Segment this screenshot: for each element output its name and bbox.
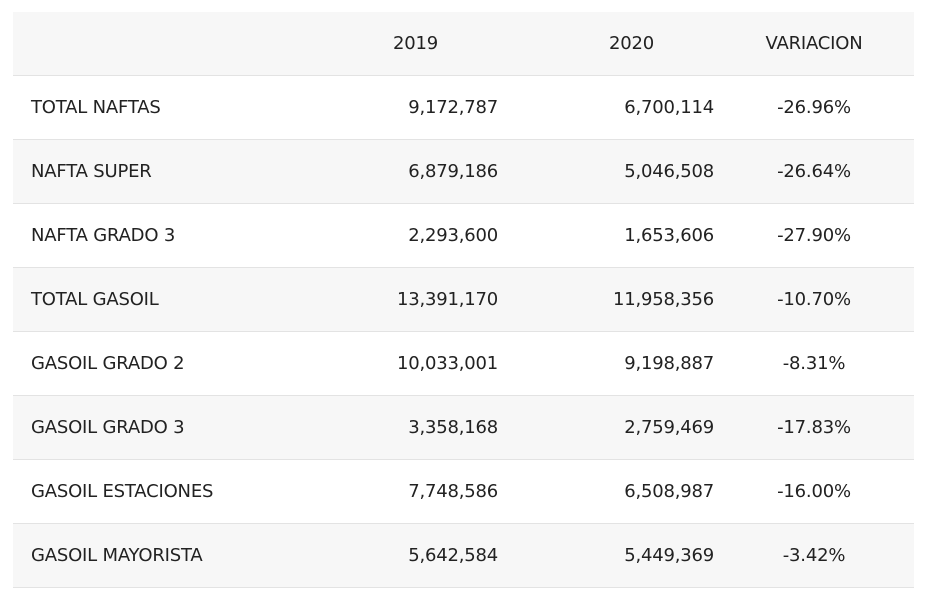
- value-2020: 5,449,369: [624, 545, 714, 566]
- row-label: TOTAL GASOIL: [31, 289, 159, 310]
- table-row: TOTAL GASOIL 13,391,170 11,958,356 -10.7…: [13, 268, 914, 332]
- value-2020: 1,653,606: [624, 225, 714, 246]
- value-2020: 6,700,114: [624, 97, 714, 118]
- row-label: GASOIL MAYORISTA: [31, 545, 203, 566]
- value-variacion: -10.70%: [777, 289, 851, 310]
- row-label: GASOIL GRADO 2: [31, 353, 185, 374]
- fuel-sales-table: 2019 2020 VARIACION TOTAL NAFTAS 9,172,7…: [13, 12, 914, 588]
- value-2020: 5,046,508: [624, 161, 714, 182]
- value-2019: 5,642,584: [408, 545, 498, 566]
- table-row: GASOIL GRADO 3 3,358,168 2,759,469 -17.8…: [13, 396, 914, 460]
- value-2019: 7,748,586: [408, 481, 498, 502]
- header-cell-2019: 2019: [392, 33, 438, 54]
- value-variacion: -27.90%: [777, 225, 851, 246]
- value-variacion: -17.83%: [777, 417, 851, 438]
- table-row: NAFTA GRADO 3 2,293,600 1,653,606 -27.90…: [13, 204, 914, 268]
- value-2020: 11,958,356: [612, 289, 714, 310]
- row-label: GASOIL ESTACIONES: [31, 481, 214, 502]
- value-2019: 13,391,170: [396, 289, 498, 310]
- table-row: GASOIL MAYORISTA 5,642,584 5,449,369 -3.…: [13, 524, 914, 588]
- row-label: NAFTA SUPER: [31, 161, 152, 182]
- row-label: TOTAL NAFTAS: [31, 97, 161, 118]
- row-label: GASOIL GRADO 3: [31, 417, 185, 438]
- value-variacion: -16.00%: [777, 481, 851, 502]
- header-cell-2020: 2020: [608, 33, 654, 54]
- value-2020: 6,508,987: [624, 481, 714, 502]
- table-row: TOTAL NAFTAS 9,172,787 6,700,114 -26.96%: [13, 76, 914, 140]
- value-2019: 9,172,787: [408, 97, 498, 118]
- table-row: NAFTA SUPER 6,879,186 5,046,508 -26.64%: [13, 140, 914, 204]
- value-2019: 10,033,001: [396, 353, 498, 374]
- value-2019: 2,293,600: [408, 225, 498, 246]
- value-2019: 3,358,168: [408, 417, 498, 438]
- value-variacion: -8.31%: [782, 353, 846, 374]
- value-2020: 2,759,469: [624, 417, 714, 438]
- value-variacion: -26.96%: [777, 97, 851, 118]
- row-label: NAFTA GRADO 3: [31, 225, 176, 246]
- value-variacion: -3.42%: [782, 545, 846, 566]
- value-variacion: -26.64%: [777, 161, 851, 182]
- table-row: GASOIL ESTACIONES 7,748,586 6,508,987 -1…: [13, 460, 914, 524]
- table-header-row: 2019 2020 VARIACION: [13, 12, 914, 76]
- table-row: GASOIL GRADO 2 10,033,001 9,198,887 -8.3…: [13, 332, 914, 396]
- value-2019: 6,879,186: [408, 161, 498, 182]
- value-2020: 9,198,887: [624, 353, 714, 374]
- header-cell-variacion: VARIACION: [765, 33, 863, 54]
